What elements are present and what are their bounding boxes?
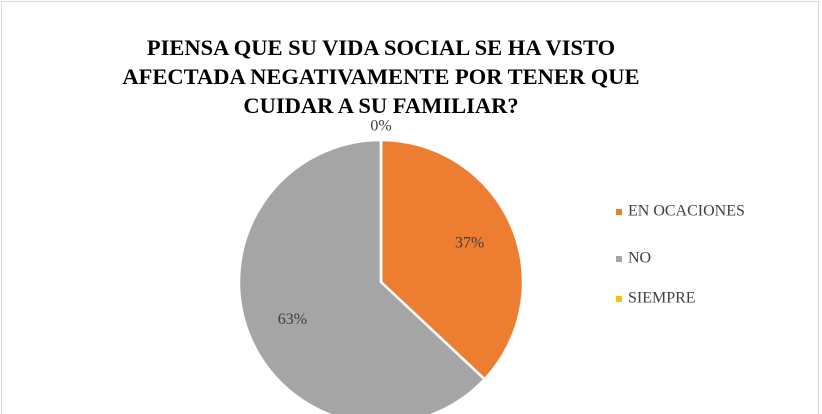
legend-label: NO <box>628 250 651 267</box>
legend-label: SIEMPRE <box>628 290 696 307</box>
data-label: 37% <box>455 234 484 251</box>
legend-swatch <box>616 256 622 262</box>
pie-slice <box>237 138 487 414</box>
legend-swatch <box>616 209 622 215</box>
legend-label: EN OCACIONES <box>628 203 745 220</box>
data-label: 0% <box>370 118 391 135</box>
chart-title: PIENSA QUE SU VIDA SOCIAL SE HA VISTO AF… <box>122 35 640 118</box>
pie-slice <box>379 138 525 381</box>
data-label: 63% <box>278 311 307 328</box>
legend-swatch <box>616 296 622 302</box>
